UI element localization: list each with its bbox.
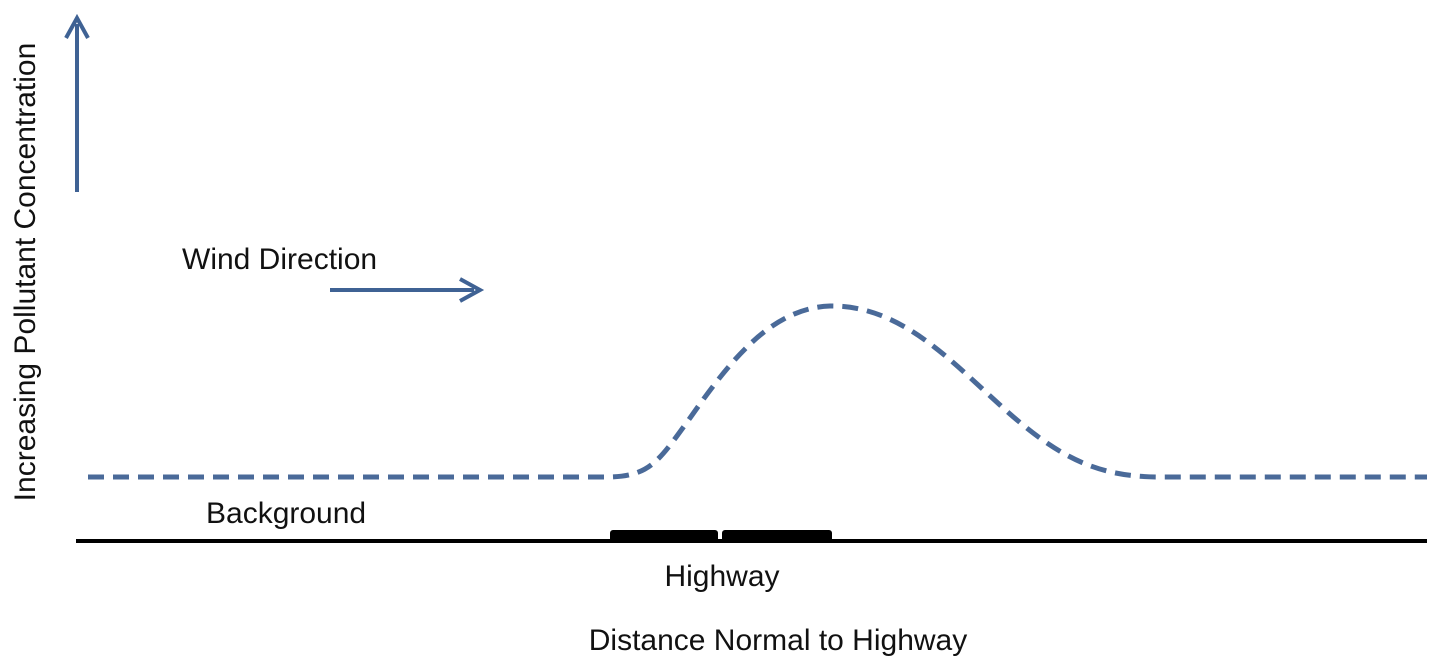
highway-label: Highway <box>664 560 779 593</box>
wind-direction-arrowhead <box>459 277 485 303</box>
wind-direction-label: Wind Direction <box>182 243 377 276</box>
highway-segment-left <box>610 530 718 542</box>
background-label: Background <box>206 497 366 530</box>
x-axis-label: Distance Normal to Highway <box>589 624 967 657</box>
concentration-up-arrowhead <box>64 13 90 39</box>
y-axis-label: Increasing Pollutant Concentration <box>9 43 42 502</box>
highway-segment-right <box>722 530 832 542</box>
concentration-curve <box>88 303 1427 480</box>
